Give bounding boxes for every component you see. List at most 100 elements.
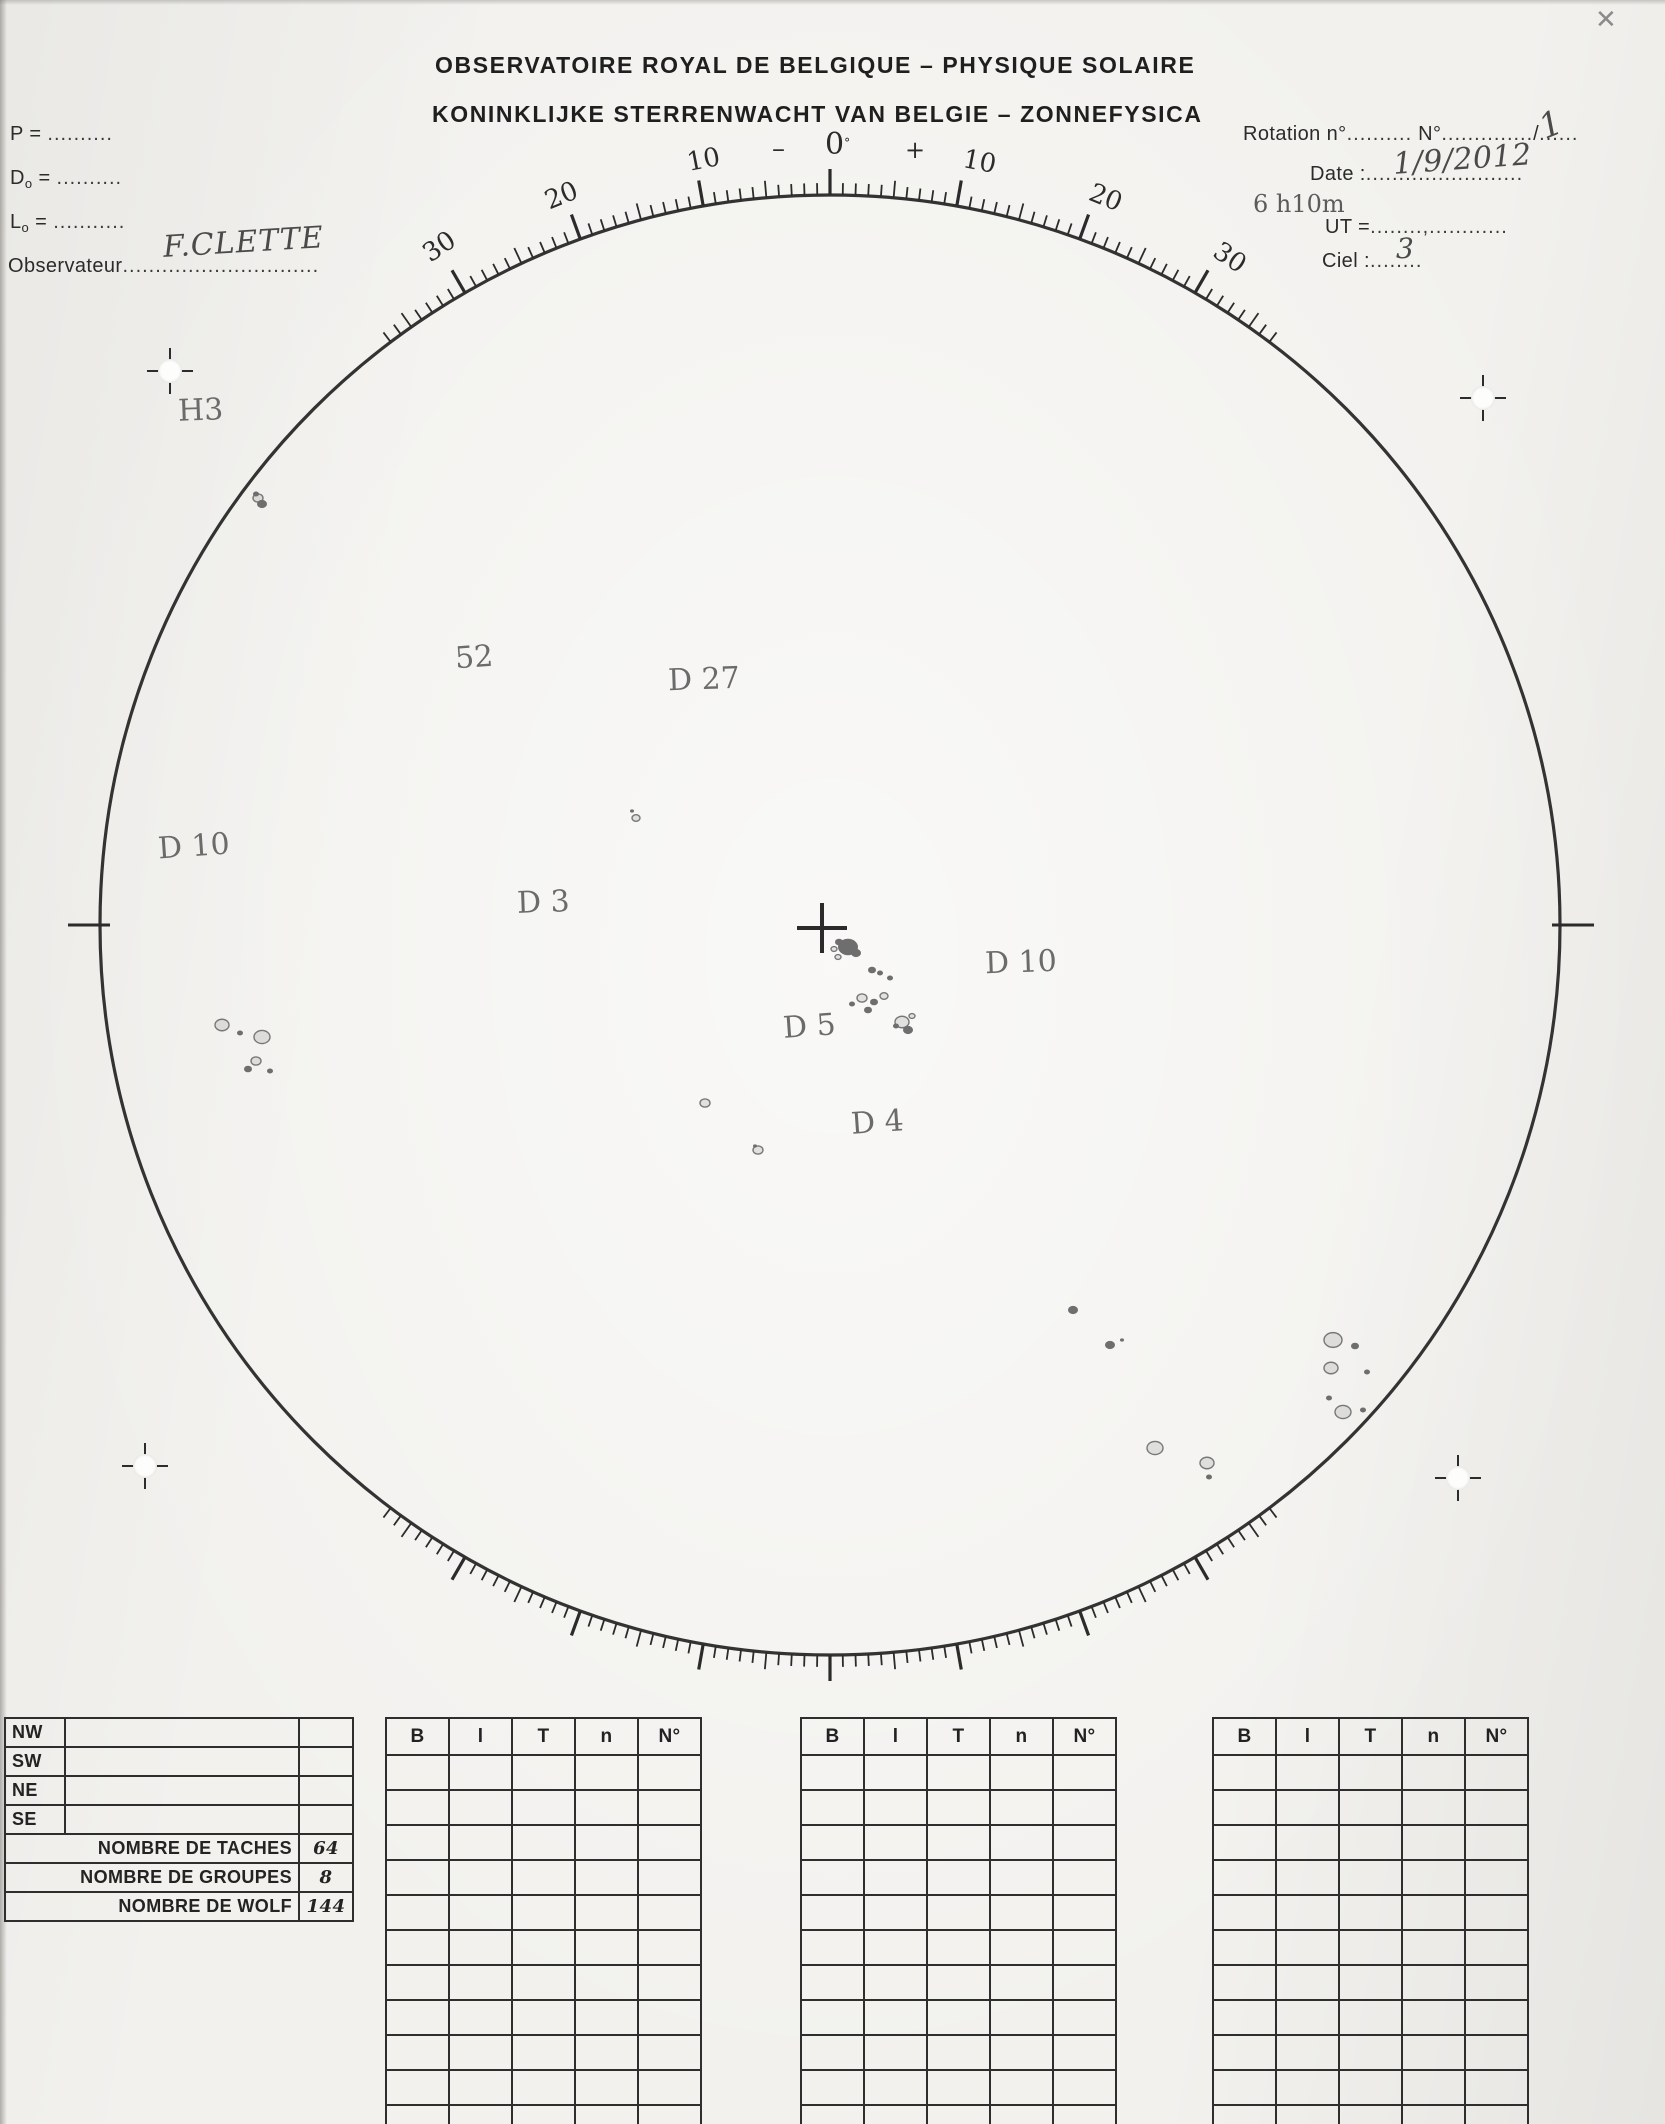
measurement-cell[interactable] bbox=[989, 1929, 1054, 1966]
measurement-cell[interactable] bbox=[385, 1964, 450, 2001]
measurement-cell[interactable] bbox=[800, 1894, 865, 1931]
measurement-cell[interactable] bbox=[1338, 1859, 1403, 1896]
measurement-cell[interactable] bbox=[637, 1859, 702, 1896]
measurement-cell[interactable] bbox=[1401, 1929, 1466, 1966]
summary-quadrant-value[interactable] bbox=[64, 1717, 300, 1748]
measurement-cell[interactable] bbox=[1338, 1894, 1403, 1931]
measurement-cell[interactable] bbox=[574, 2034, 639, 2071]
measurement-cell[interactable] bbox=[1464, 2034, 1529, 2071]
measurement-cell[interactable] bbox=[1212, 1999, 1277, 2036]
measurement-cell[interactable] bbox=[863, 1754, 928, 1791]
measurement-cell[interactable] bbox=[1052, 1824, 1117, 1861]
measurement-cell[interactable] bbox=[800, 1999, 865, 2036]
measurement-cell[interactable] bbox=[989, 1824, 1054, 1861]
measurement-cell[interactable] bbox=[637, 1894, 702, 1931]
measurement-cell[interactable] bbox=[1275, 1824, 1340, 1861]
measurement-cell[interactable] bbox=[1052, 2034, 1117, 2071]
measurement-cell[interactable] bbox=[926, 1859, 991, 1896]
measurement-cell[interactable] bbox=[385, 2069, 450, 2106]
field-rotation-dots[interactable]: .......... bbox=[1346, 123, 1413, 145]
measurement-cell[interactable] bbox=[863, 1929, 928, 1966]
measurement-cell[interactable] bbox=[1052, 1754, 1117, 1791]
measurement-cell[interactable] bbox=[989, 1859, 1054, 1896]
measurement-cell[interactable] bbox=[989, 1964, 1054, 2001]
measurement-cell[interactable] bbox=[1401, 1824, 1466, 1861]
measurement-cell[interactable] bbox=[637, 1789, 702, 1826]
measurement-cell[interactable] bbox=[800, 1754, 865, 1791]
measurement-cell[interactable] bbox=[800, 1859, 865, 1896]
measurement-cell[interactable] bbox=[574, 1789, 639, 1826]
measurement-cell[interactable] bbox=[448, 2104, 513, 2124]
measurement-cell[interactable] bbox=[385, 2104, 450, 2124]
measurement-cell[interactable] bbox=[385, 1789, 450, 1826]
measurement-cell[interactable] bbox=[926, 1894, 991, 1931]
measurement-cell[interactable] bbox=[1464, 1894, 1529, 1931]
measurement-cell[interactable] bbox=[989, 1999, 1054, 2036]
measurement-cell[interactable] bbox=[926, 1999, 991, 2036]
summary-total-value[interactable]: 64 bbox=[298, 1833, 354, 1864]
measurement-cell[interactable] bbox=[637, 2034, 702, 2071]
measurement-cell[interactable] bbox=[1275, 1964, 1340, 2001]
measurement-cell[interactable] bbox=[448, 1929, 513, 1966]
measurement-cell[interactable] bbox=[1212, 1789, 1277, 1826]
measurement-cell[interactable] bbox=[1401, 1859, 1466, 1896]
field-l0-dots[interactable]: ........... bbox=[53, 211, 126, 233]
summary-total-value[interactable]: 144 bbox=[298, 1891, 354, 1922]
summary-quadrant-count[interactable] bbox=[298, 1746, 354, 1777]
field-number-dots[interactable]: .............. bbox=[1441, 123, 1534, 145]
measurement-cell[interactable] bbox=[637, 1964, 702, 2001]
measurement-cell[interactable] bbox=[448, 1859, 513, 1896]
field-ciel-dots[interactable]: ........ bbox=[1369, 250, 1423, 272]
measurement-cell[interactable] bbox=[1338, 2104, 1403, 2124]
measurement-cell[interactable] bbox=[1275, 2104, 1340, 2124]
measurement-cell[interactable] bbox=[385, 1999, 450, 2036]
measurement-cell[interactable] bbox=[574, 1929, 639, 1966]
measurement-cell[interactable] bbox=[448, 1964, 513, 2001]
measurement-cell[interactable] bbox=[1464, 1824, 1529, 1861]
summary-quadrant-value[interactable] bbox=[64, 1775, 300, 1806]
measurement-cell[interactable] bbox=[1052, 2104, 1117, 2124]
measurement-cell[interactable] bbox=[1052, 1929, 1117, 1966]
measurement-cell[interactable] bbox=[1212, 1894, 1277, 1931]
measurement-cell[interactable] bbox=[511, 1789, 576, 1826]
measurement-cell[interactable] bbox=[1212, 2034, 1277, 2071]
measurement-cell[interactable] bbox=[1401, 1789, 1466, 1826]
field-ut-dots[interactable]: ........,............ bbox=[1370, 216, 1508, 238]
measurement-cell[interactable] bbox=[1275, 1894, 1340, 1931]
measurement-cell[interactable] bbox=[1275, 2034, 1340, 2071]
measurement-cell[interactable] bbox=[989, 1894, 1054, 1931]
measurement-cell[interactable] bbox=[385, 1824, 450, 1861]
measurement-cell[interactable] bbox=[511, 1894, 576, 1931]
measurement-cell[interactable] bbox=[637, 2104, 702, 2124]
measurement-cell[interactable] bbox=[511, 2069, 576, 2106]
measurement-cell[interactable] bbox=[800, 1929, 865, 1966]
measurement-cell[interactable] bbox=[574, 1894, 639, 1931]
measurement-cell[interactable] bbox=[989, 2034, 1054, 2071]
measurement-cell[interactable] bbox=[511, 1964, 576, 2001]
summary-quadrant-count[interactable] bbox=[298, 1804, 354, 1835]
measurement-cell[interactable] bbox=[1464, 1754, 1529, 1791]
measurement-cell[interactable] bbox=[1401, 2104, 1466, 2124]
measurement-cell[interactable] bbox=[1212, 1964, 1277, 2001]
measurement-cell[interactable] bbox=[385, 1929, 450, 1966]
measurement-cell[interactable] bbox=[1464, 1999, 1529, 2036]
measurement-cell[interactable] bbox=[800, 1824, 865, 1861]
measurement-cell[interactable] bbox=[511, 2034, 576, 2071]
measurement-cell[interactable] bbox=[926, 1964, 991, 2001]
measurement-cell[interactable] bbox=[926, 1929, 991, 1966]
measurement-cell[interactable] bbox=[1338, 1754, 1403, 1791]
measurement-cell[interactable] bbox=[1401, 2069, 1466, 2106]
field-d0-dots[interactable]: .......... bbox=[56, 167, 123, 189]
measurement-cell[interactable] bbox=[574, 1859, 639, 1896]
measurement-cell[interactable] bbox=[1401, 1999, 1466, 2036]
measurement-cell[interactable] bbox=[1212, 2104, 1277, 2124]
measurement-cell[interactable] bbox=[1401, 2034, 1466, 2071]
measurement-cell[interactable] bbox=[1275, 1754, 1340, 1791]
measurement-cell[interactable] bbox=[1464, 1789, 1529, 1826]
measurement-cell[interactable] bbox=[1052, 1964, 1117, 2001]
measurement-cell[interactable] bbox=[448, 1789, 513, 1826]
measurement-cell[interactable] bbox=[511, 1929, 576, 1966]
measurement-cell[interactable] bbox=[1338, 1824, 1403, 1861]
measurement-cell[interactable] bbox=[1464, 2104, 1529, 2124]
measurement-cell[interactable] bbox=[385, 1754, 450, 1791]
